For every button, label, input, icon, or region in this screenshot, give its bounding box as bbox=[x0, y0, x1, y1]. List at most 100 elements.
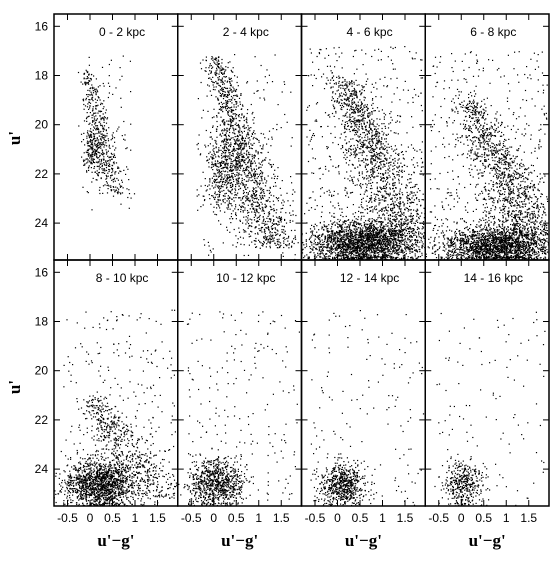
data-point bbox=[398, 153, 400, 155]
data-point bbox=[250, 235, 252, 237]
data-point bbox=[349, 109, 351, 111]
data-point bbox=[346, 237, 348, 239]
data-point bbox=[113, 156, 115, 158]
data-point bbox=[255, 226, 257, 228]
data-point bbox=[289, 221, 291, 223]
data-point bbox=[376, 156, 378, 158]
data-point bbox=[247, 215, 249, 217]
data-point bbox=[255, 215, 257, 217]
data-point bbox=[384, 185, 386, 187]
data-point bbox=[398, 220, 400, 222]
data-point bbox=[98, 165, 100, 167]
data-point bbox=[401, 192, 403, 194]
data-point bbox=[372, 211, 374, 213]
data-point bbox=[253, 198, 255, 200]
data-point bbox=[223, 106, 225, 108]
data-point bbox=[90, 133, 92, 135]
data-point bbox=[91, 98, 93, 100]
data-point bbox=[231, 116, 233, 118]
data-point bbox=[357, 121, 359, 123]
data-point bbox=[227, 111, 229, 113]
data-point bbox=[358, 125, 360, 127]
data-point bbox=[393, 203, 395, 205]
data-point bbox=[380, 168, 382, 170]
data-point bbox=[270, 238, 272, 241]
data-point bbox=[234, 188, 236, 190]
data-point bbox=[289, 219, 291, 222]
data-point bbox=[230, 142, 232, 144]
data-point bbox=[225, 184, 227, 186]
data-point bbox=[212, 211, 215, 213]
data-point bbox=[228, 200, 230, 202]
data-point bbox=[212, 81, 214, 84]
data-point bbox=[417, 209, 419, 211]
data-point bbox=[246, 149, 248, 152]
data-point bbox=[113, 179, 115, 181]
data-point bbox=[388, 252, 390, 255]
data-point bbox=[379, 133, 381, 135]
data-point bbox=[384, 165, 386, 167]
data-point bbox=[214, 73, 216, 75]
data-point bbox=[332, 75, 335, 77]
data-point bbox=[109, 147, 111, 149]
data-point bbox=[361, 102, 363, 104]
data-point bbox=[206, 189, 208, 191]
data-point bbox=[322, 246, 325, 248]
data-point bbox=[229, 131, 231, 134]
data-point bbox=[246, 112, 248, 115]
data-point bbox=[94, 127, 96, 129]
data-point bbox=[112, 132, 114, 134]
data-point bbox=[341, 102, 343, 104]
data-point bbox=[229, 87, 231, 89]
data-point bbox=[376, 107, 379, 109]
data-point bbox=[369, 177, 371, 179]
data-point bbox=[367, 242, 369, 244]
data-point bbox=[237, 192, 239, 194]
data-point bbox=[218, 73, 220, 75]
data-point bbox=[221, 80, 223, 82]
data-point bbox=[93, 135, 95, 137]
data-point bbox=[339, 233, 341, 235]
data-point bbox=[385, 257, 387, 259]
data-point bbox=[352, 231, 354, 233]
data-point bbox=[274, 234, 277, 236]
data-point bbox=[349, 257, 351, 259]
data-point bbox=[362, 145, 364, 147]
data-point bbox=[404, 235, 406, 237]
data-point bbox=[344, 94, 346, 96]
data-point bbox=[328, 234, 330, 236]
data-point bbox=[102, 117, 104, 119]
data-point bbox=[103, 121, 105, 123]
data-point bbox=[213, 61, 215, 63]
data-point bbox=[262, 216, 264, 218]
data-point bbox=[210, 72, 212, 74]
data-point bbox=[375, 131, 377, 133]
data-point bbox=[235, 160, 237, 162]
data-point bbox=[234, 94, 236, 97]
data-point bbox=[322, 257, 324, 259]
data-point bbox=[89, 157, 91, 159]
data-point bbox=[259, 145, 261, 147]
data-point bbox=[337, 98, 339, 100]
data-point bbox=[226, 101, 228, 103]
data-point bbox=[91, 157, 93, 159]
data-point bbox=[233, 132, 235, 134]
data-point bbox=[231, 188, 234, 190]
data-point bbox=[249, 130, 251, 132]
data-point bbox=[408, 173, 410, 175]
data-point bbox=[375, 152, 378, 154]
data-point bbox=[86, 171, 88, 173]
data-point bbox=[217, 176, 220, 178]
data-point bbox=[278, 241, 280, 243]
data-point bbox=[212, 165, 215, 167]
data-point bbox=[214, 154, 216, 156]
data-point bbox=[242, 105, 244, 107]
data-point bbox=[122, 187, 124, 189]
data-point bbox=[341, 245, 343, 247]
data-point bbox=[356, 96, 358, 98]
data-point bbox=[364, 134, 367, 136]
data-point bbox=[217, 160, 219, 162]
data-point bbox=[256, 190, 258, 192]
data-point bbox=[92, 148, 94, 150]
data-point bbox=[216, 115, 218, 117]
